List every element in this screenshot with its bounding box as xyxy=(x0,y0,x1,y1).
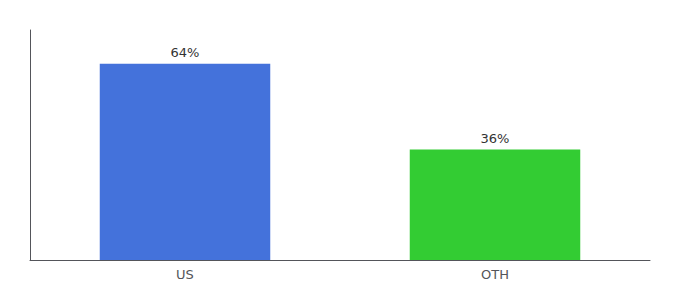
svg-text:OTH: OTH xyxy=(481,267,509,282)
svg-text:64%: 64% xyxy=(171,45,200,60)
svg-text:36%: 36% xyxy=(481,131,510,146)
svg-text:US: US xyxy=(176,267,194,282)
